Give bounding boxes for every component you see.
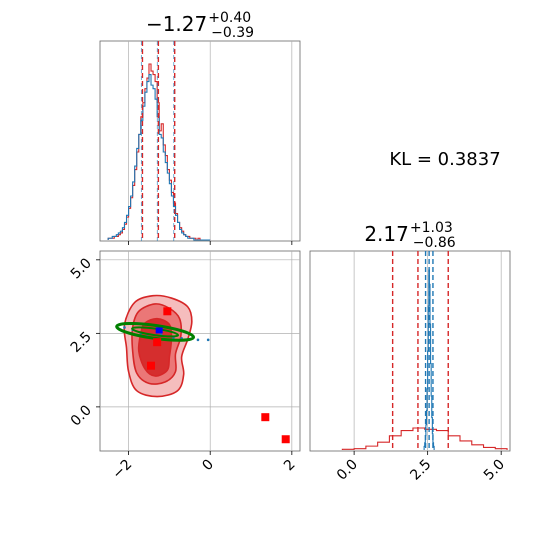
- title-param-1-main: 2.17: [364, 222, 409, 246]
- marginal-0-panel: [107, 41, 293, 241]
- marginal-1-panel: [341, 251, 508, 451]
- marginal-1-x-tick-label: 5.0: [481, 457, 508, 484]
- joint-scatter-point: [123, 326, 126, 329]
- title-param-1: 2.17+1.03 −0.86: [364, 220, 455, 251]
- joint-x-tick-label: 2: [281, 457, 299, 475]
- joint-x-tick-label: 0: [199, 457, 217, 475]
- marginal-1-histogram-primary: [341, 427, 508, 450]
- joint-y-tick-label: 0.0: [68, 402, 95, 429]
- joint-marker-red: [147, 361, 156, 370]
- marginal-1-x-tick-label: 2.5: [407, 457, 434, 484]
- marginal-1-x-tick-label: 0.0: [334, 457, 361, 484]
- joint-scatter-point: [206, 338, 210, 342]
- title-param-1-sup: +1.03: [410, 220, 453, 236]
- title-param-1-sub: −0.86: [413, 235, 456, 251]
- marginal-1-frame: [309, 250, 511, 452]
- title-param-0: −1.27+0.40 −0.39: [146, 10, 254, 41]
- joint-marker-red: [153, 338, 162, 347]
- joint-marker-red: [163, 307, 172, 316]
- title-param-0-main: −1.27: [146, 12, 207, 36]
- marginal-0-histogram-secondary: [107, 74, 211, 241]
- joint-marker-red: [281, 435, 290, 444]
- joint-marker-blue: [155, 327, 163, 334]
- joint-panel: [100, 251, 300, 451]
- joint-x-tick-label: −2: [109, 457, 135, 483]
- joint-scatter-point: [196, 338, 200, 342]
- marginal-0-frame: [99, 40, 301, 242]
- joint-marker-red: [261, 413, 270, 422]
- title-param-0-sub: −0.39: [211, 25, 254, 41]
- kl-annotation: KL = 0.3837: [389, 149, 500, 170]
- title-param-0-sup: +0.40: [208, 10, 251, 26]
- joint-y-tick-label: 5.0: [68, 255, 95, 282]
- joint-y-tick-label: 2.5: [68, 329, 95, 356]
- joint-contour-secondary-inner: [131, 326, 180, 338]
